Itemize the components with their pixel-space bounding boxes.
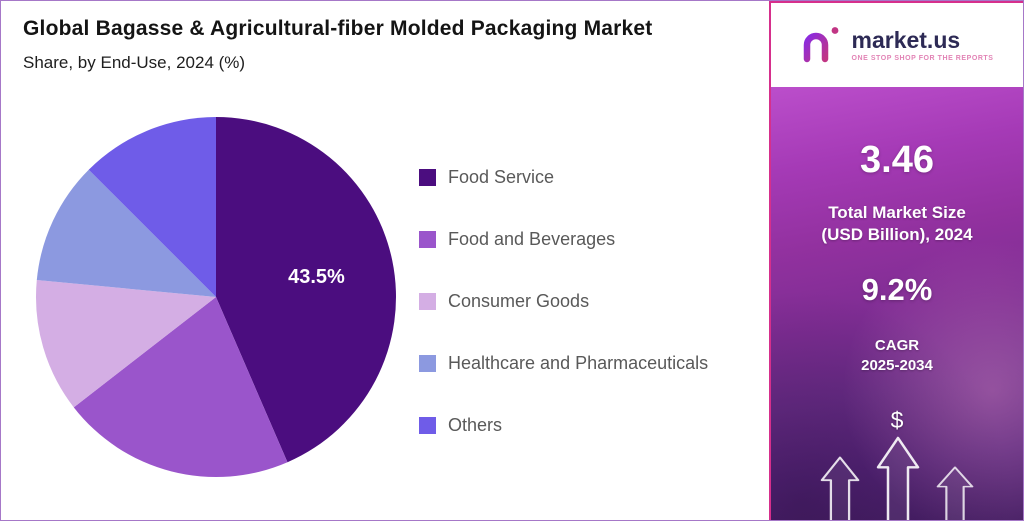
legend-swatch (419, 293, 436, 310)
pie-slice-consumer-goods (36, 280, 217, 408)
pie-chart: 43.5% (36, 117, 397, 477)
legend-swatch (419, 169, 436, 186)
brand-name: market.us (851, 26, 961, 53)
logo-text-block: market.us ONE STOP SHOP FOR THE REPORTS (851, 26, 994, 62)
legend-label: Healthcare and Pharmaceuticals (448, 353, 709, 373)
dollar-icon: $ (890, 406, 904, 433)
legend-label: Food Service (448, 167, 555, 187)
legend-label: Others (448, 415, 503, 435)
cagr-label-text: CAGR (874, 337, 920, 355)
market-size-value: 3.46 (860, 139, 934, 181)
sidebar-stats-panel: 3.46 Total Market Size (USD Billion), 20… (771, 87, 1023, 520)
growth-arrows (771, 436, 1023, 520)
pie-slice-others (88, 117, 216, 297)
legend-swatch (419, 231, 436, 248)
pie-slice-healthcare-and-pharmaceuticals (36, 169, 217, 297)
legend-swatch (419, 417, 436, 434)
pie-slice-food-and-beverages (73, 297, 288, 477)
sidebar: market.us ONE STOP SHOP FOR THE REPORTS … (769, 1, 1023, 520)
legend-label: Consumer Goods (448, 291, 590, 311)
market-size-label-line1: Total Market Size (828, 203, 966, 222)
legend-item: Consumer Goods (419, 291, 708, 312)
legend-swatch (419, 355, 436, 372)
pie-chart-area: 43.5% (26, 107, 406, 487)
cagr-label: CAGR 2025-2034 (771, 336, 1023, 377)
growth-arrow-icon (820, 456, 860, 520)
pie-data-label: 43.5% (288, 266, 345, 288)
cagr-value: 9.2% (861, 272, 933, 308)
legend-item: Food and Beverages (419, 229, 708, 250)
market-size-label-line2: (USD Billion), 2024 (821, 225, 973, 245)
growth-arrow-icon (876, 436, 920, 520)
pie-slice-food-service (216, 117, 397, 463)
chart-title: Global Bagasse & Agricultural-fiber Mold… (23, 17, 653, 40)
legend-item: Healthcare and Pharmaceuticals (419, 353, 708, 374)
growth-arrow-icon (936, 466, 974, 520)
legend-label: Food and Beverages (448, 229, 616, 249)
brand-logo: market.us ONE STOP SHOP FOR THE REPORTS (771, 3, 1023, 87)
cagr-period: 2025-2034 (861, 357, 933, 375)
market-size-label: Total Market Size (USD Billion), 2024 (771, 202, 1023, 246)
brand-tagline: ONE STOP SHOP FOR THE REPORTS (851, 54, 994, 62)
legend: Food Service Food and Beverages Consumer G… (419, 167, 708, 436)
legend-item: Others (419, 415, 708, 436)
marketus-logo-icon (803, 27, 838, 63)
legend-item: Food Service (419, 167, 708, 188)
chart-subtitle: Share, by End-Use, 2024 (%) (23, 53, 246, 72)
